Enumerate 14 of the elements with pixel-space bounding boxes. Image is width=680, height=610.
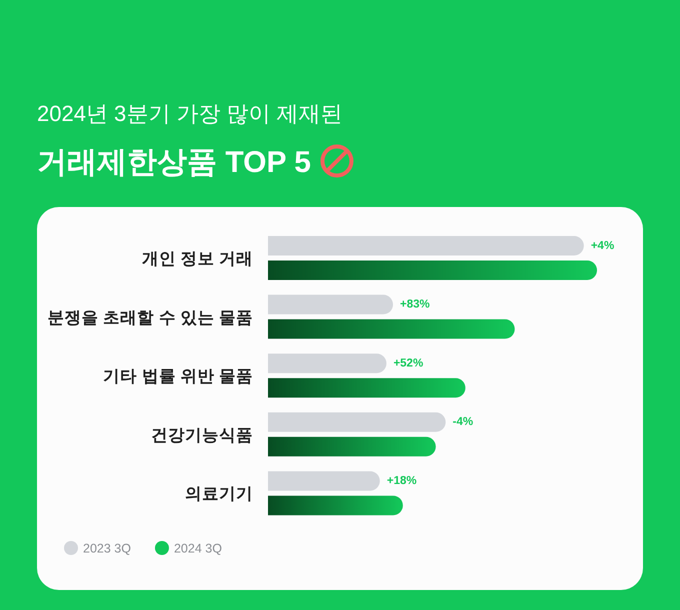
annotation: +18% [386, 474, 417, 487]
y-tick-label: 기타 법률 위반 물품 [103, 368, 253, 386]
annotation: +83% [400, 298, 430, 311]
title: 거래제한상품 TOP 5 [37, 146, 311, 179]
legend-label: 2023 3Q [83, 542, 132, 556]
y-tick-label: 건강기능식품 [151, 426, 253, 444]
annotation: +52% [393, 357, 424, 370]
y-tick-label: 개인 정보 거래 [142, 250, 253, 268]
annotation: +4% [590, 240, 614, 252]
annotation: -4% [452, 416, 474, 428]
y-tick-label: 분쟁을 초래할 수 있는 물품 [48, 308, 253, 327]
y-tick-label: 의료기기 [185, 485, 253, 504]
legend-label: 2024 3Q [174, 542, 222, 556]
subtitle: 2024년 3분기 가장 많이 제재된 [37, 101, 343, 126]
